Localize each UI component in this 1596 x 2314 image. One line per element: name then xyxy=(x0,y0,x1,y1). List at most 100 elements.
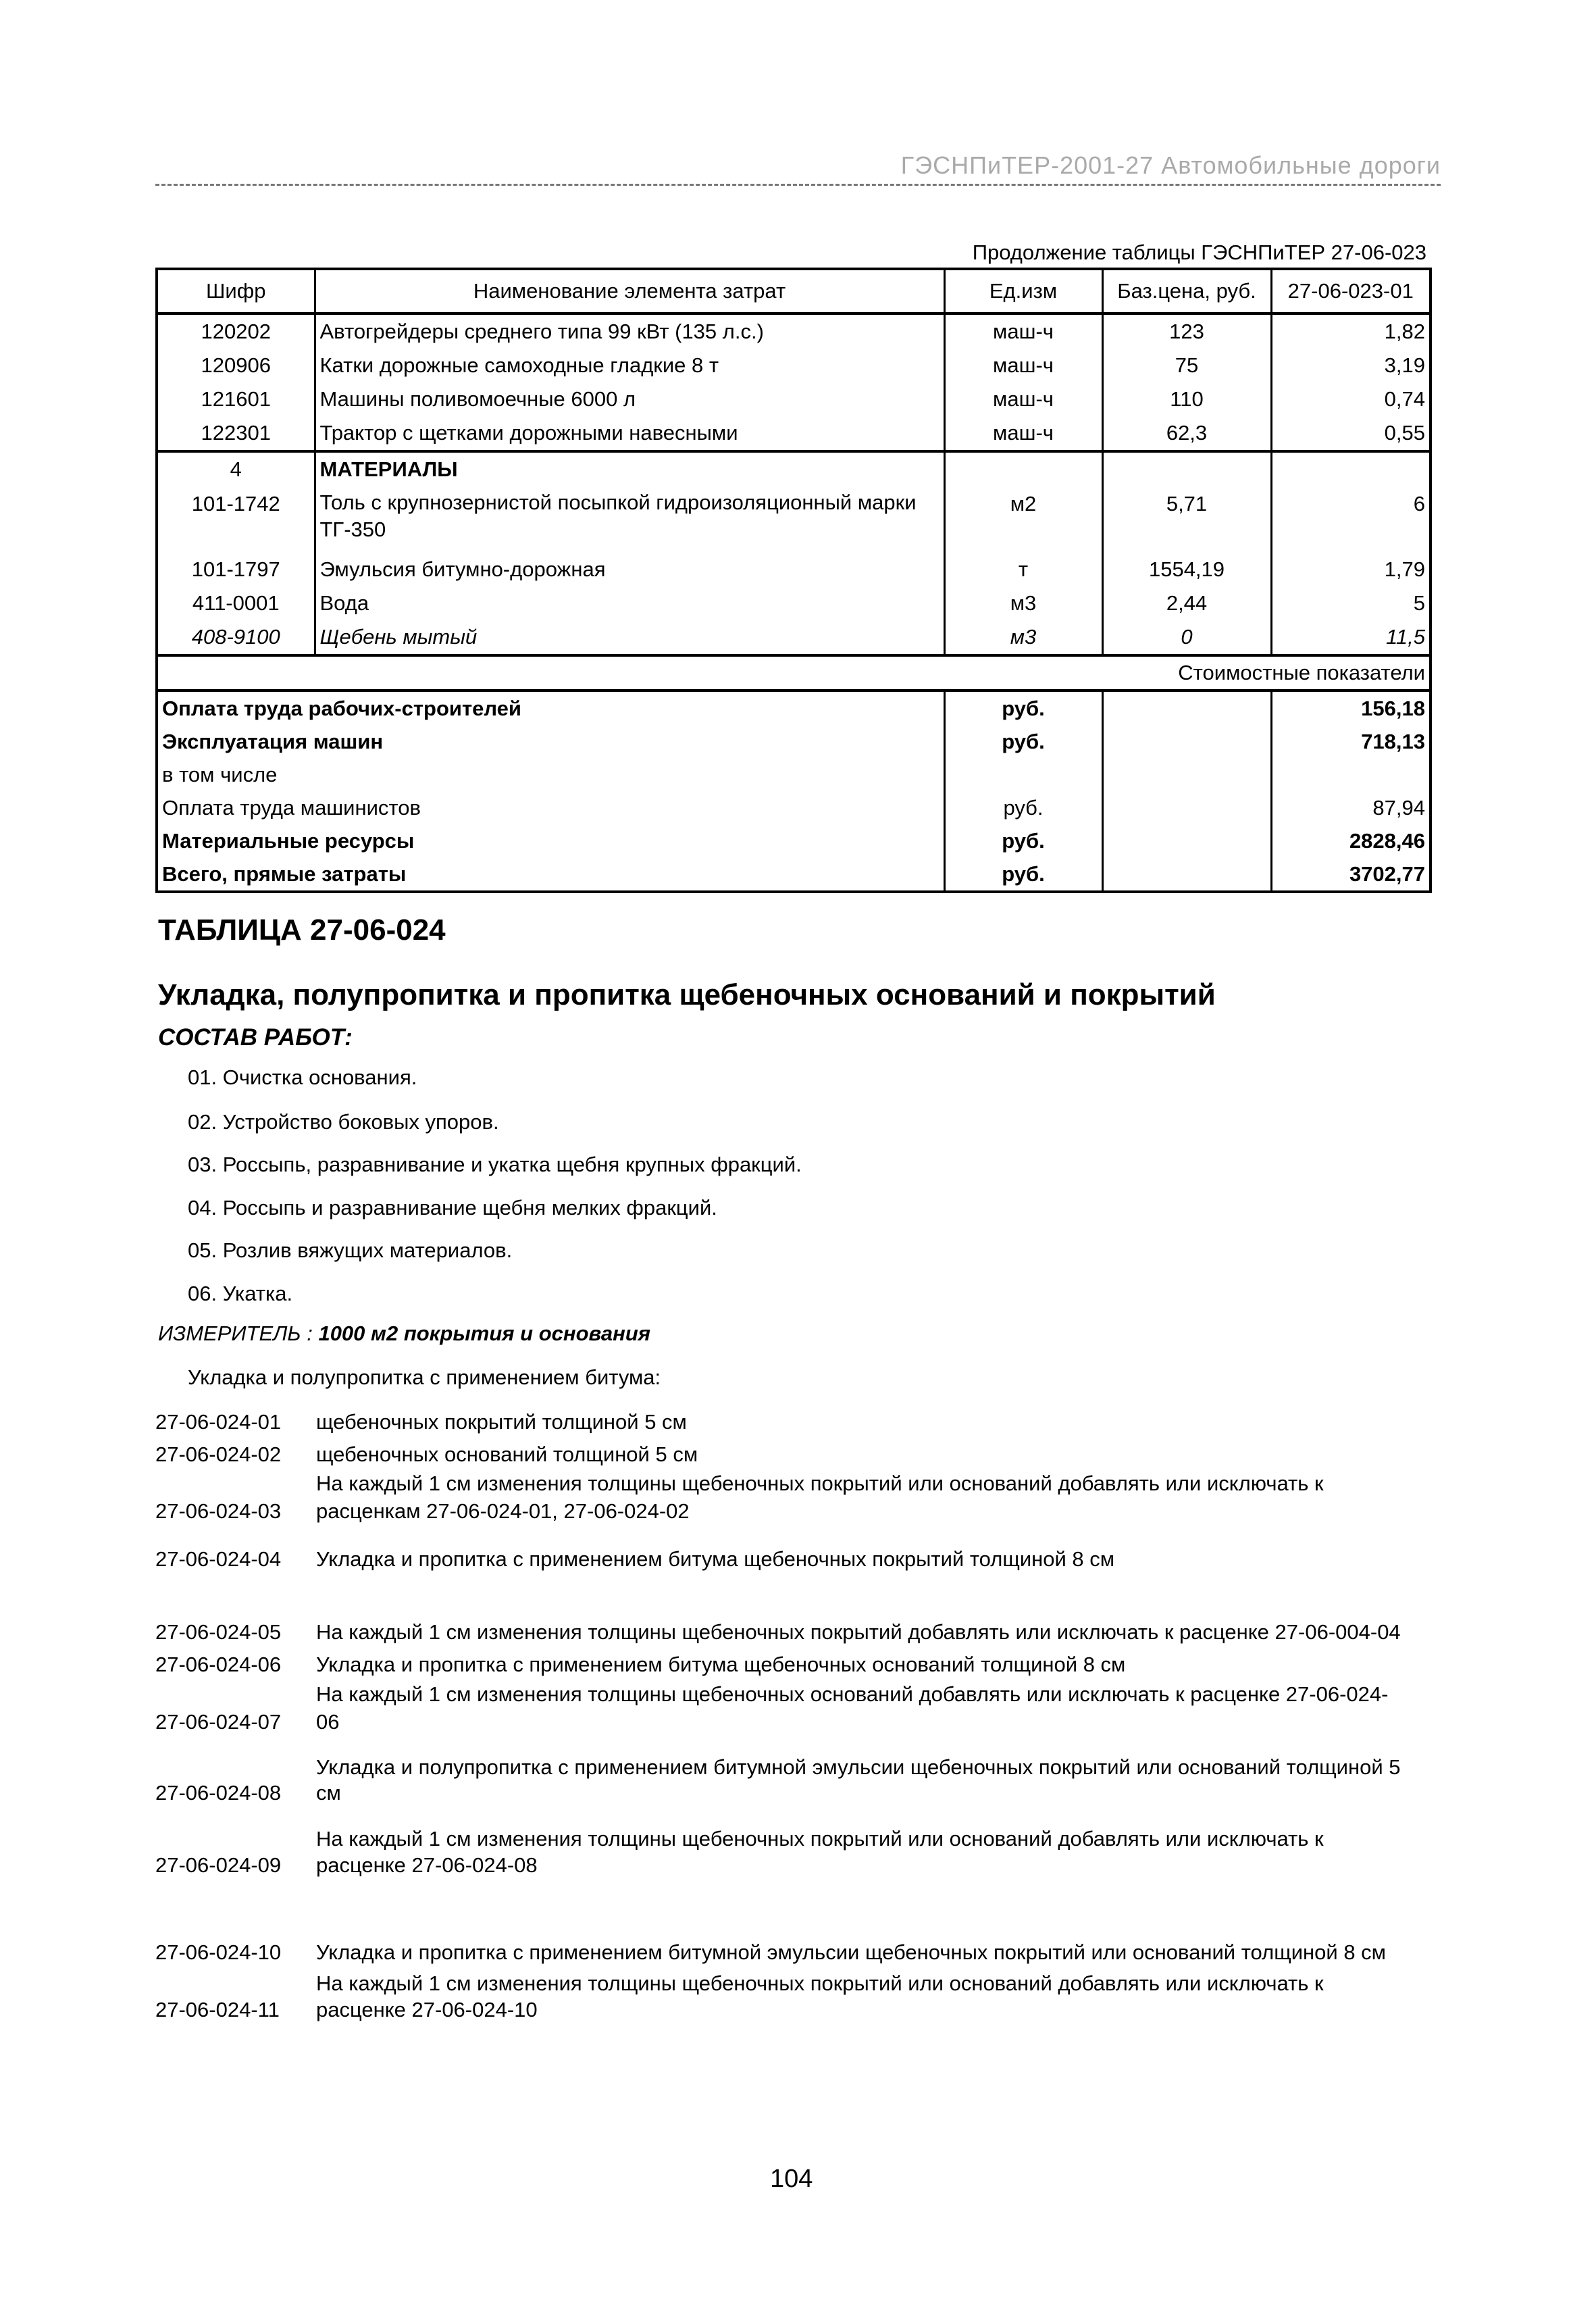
rate-description: расценкам 27-06-024-01, 27-06-024-02 xyxy=(316,1499,690,1523)
rate-code: 27-06-024-03 xyxy=(155,1499,282,1523)
table-header-row: Шифр Наименование элемента затрат Ед.изм… xyxy=(157,269,1431,315)
cell-value: 1,79 xyxy=(1270,553,1431,586)
page-number: 104 xyxy=(770,2165,813,2193)
rates-intro: Укладка и полупропитка с применением бит… xyxy=(188,1365,661,1389)
header-unit: Ед.изм xyxy=(943,269,1102,315)
cell-unit: т xyxy=(943,553,1102,586)
cell-code: 4 xyxy=(157,450,315,486)
cell-name: Эмульсия битумно-дорожная xyxy=(313,553,944,586)
cell-name: Машины поливомоечные 6000 л xyxy=(313,382,944,416)
cell-name: Трактор с щетками дорожными навесными xyxy=(313,416,944,451)
cost-unit: руб. xyxy=(943,791,1102,824)
table-row: 120202 Автогрейдеры среднего типа 99 кВт … xyxy=(157,313,1431,349)
work-item: 06. Укатка. xyxy=(188,1282,293,1305)
cell-price: 75 xyxy=(1101,349,1271,382)
cost-unit: руб. xyxy=(943,725,1102,758)
rate-code: 27-06-024-06 xyxy=(155,1653,282,1676)
rate-description: На каждый 1 см изменения толщины щебеноч… xyxy=(316,1971,1324,1995)
cell-code: 408-9100 xyxy=(191,625,280,649)
cost-unit: руб. xyxy=(943,690,1102,725)
rate-description: расценке 27-06-024-10 xyxy=(316,1998,538,2021)
table-continuation-caption: Продолжение таблицы ГЭСНПиТЕР 27-06-023 xyxy=(972,241,1426,264)
cell-name: Щебень мытый xyxy=(313,620,944,655)
cell-unit: маш-ч xyxy=(943,313,1102,349)
cost-row: Оплата труда машинистов руб. 87,94 xyxy=(157,791,1431,824)
cell-value: 3,19 xyxy=(1270,349,1431,382)
cost-value: 3702,77 xyxy=(1270,857,1431,892)
cell-value: 0,74 xyxy=(1270,382,1431,416)
cost-row: в том числе xyxy=(157,758,1431,791)
rate-code: 27-06-024-09 xyxy=(155,1853,282,1877)
rate-description: Укладка и пропитка с применением битумно… xyxy=(316,1940,1386,1964)
work-item: 05. Розлив вяжущих материалов. xyxy=(188,1238,513,1262)
rate-code: 27-06-024-01 xyxy=(155,1410,282,1434)
work-item: 02. Устройство боковых упоров. xyxy=(188,1110,499,1134)
header-rate: 27-06-023-01 xyxy=(1270,269,1431,315)
section-row-costs: Стоимостные показатели xyxy=(157,654,1431,692)
cost-name: Эксплуатация машин xyxy=(162,729,384,753)
table-row: 101-1797 Эмульсия битумно-дорожная т 1554,1… xyxy=(157,553,1431,586)
rate-code: 27-06-024-02 xyxy=(155,1442,282,1466)
table-row: 101-1742 Толь с крупнозернистой посыпкой … xyxy=(157,486,1431,553)
rate-description: см xyxy=(316,1781,341,1805)
cost-row: Материальные ресурсы руб. 2828,46 xyxy=(157,824,1431,857)
cell-unit: маш-ч xyxy=(943,382,1102,416)
header-name: Наименование элемента затрат xyxy=(313,269,944,315)
rate-description: 06 xyxy=(316,1710,340,1734)
rate-description: На каждый 1 см изменения толщины щебеноч… xyxy=(316,1472,1324,1495)
meter-value: 1000 м2 покрытия и основания xyxy=(318,1322,651,1345)
running-header: ГЭСНПиТЕР-2001-27 Автомобильные дороги xyxy=(900,151,1441,179)
cost-row: Оплата труда рабочих-строителей руб. 156,1… xyxy=(157,690,1431,725)
cell-code: 120202 xyxy=(201,320,271,343)
cost-row: Эксплуатация машин руб. 718,13 xyxy=(157,725,1431,758)
cost-name: Материальные ресурсы xyxy=(162,828,415,853)
cell-price: 0 xyxy=(1101,620,1271,655)
rate-description: расценке 27-06-024-08 xyxy=(316,1853,538,1877)
table-row: 411-0001 Вода м3 2,44 5 xyxy=(157,586,1431,620)
cell-price: 1554,19 xyxy=(1101,553,1271,586)
work-item: 01. Очистка основания. xyxy=(188,1065,417,1089)
cell-value: 11,5 xyxy=(1270,620,1431,655)
cost-value: 2828,46 xyxy=(1270,824,1431,857)
header-price: Баз.цена, руб. xyxy=(1101,269,1271,315)
cell-code: 120906 xyxy=(201,353,271,377)
cost-value: 87,94 xyxy=(1270,791,1431,824)
cell-value: 0,55 xyxy=(1270,416,1431,451)
cell-value: 5 xyxy=(1270,586,1431,620)
cost-name: Всего, прямые затраты xyxy=(162,861,407,886)
rate-description: На каждый 1 см изменения толщины щебеноч… xyxy=(316,1682,1389,1706)
header-code: Шифр xyxy=(157,269,315,315)
cell-name: Автогрейдеры среднего типа 99 кВт (135 л… xyxy=(313,313,944,349)
cell-code: 101-1742 xyxy=(191,492,280,515)
rate-description: Укладка и полупропитка с применением бит… xyxy=(316,1755,1401,1779)
cell-price: 62,3 xyxy=(1101,416,1271,451)
cell-value: 1,82 xyxy=(1270,313,1431,349)
cell-unit: м3 xyxy=(943,586,1102,620)
cost-value: 718,13 xyxy=(1270,725,1431,758)
rate-code: 27-06-024-05 xyxy=(155,1620,282,1644)
cell-unit: маш-ч xyxy=(943,349,1102,382)
cost-value xyxy=(1270,758,1431,791)
cost-unit: руб. xyxy=(943,857,1102,892)
table-row: 122301 Трактор с щетками дорожными навесн… xyxy=(157,416,1431,451)
cell-value: 6 xyxy=(1270,486,1431,553)
rate-description: На каждый 1 см изменения толщины щебеноч… xyxy=(316,1827,1324,1851)
composition-label: СОСТАВ РАБОТ: xyxy=(158,1024,353,1051)
resource-table: Шифр Наименование элемента затрат Ед.изм… xyxy=(155,268,1432,893)
cell-unit: м2 xyxy=(943,486,1102,553)
work-item: 03. Россыпь, разравнивание и укатка щебн… xyxy=(188,1153,802,1176)
rate-code: 27-06-024-08 xyxy=(155,1781,282,1805)
cell-code: 121601 xyxy=(201,387,271,411)
cost-name: Оплата труда машинистов xyxy=(162,795,421,820)
table-row: 120906 Катки дорожные самоходные гладкие … xyxy=(157,349,1431,382)
cell-unit: м3 xyxy=(943,620,1102,655)
cell-code: 122301 xyxy=(201,421,271,445)
rate-code: 27-06-024-10 xyxy=(155,1940,282,1964)
cost-unit xyxy=(943,758,1102,791)
rate-code: 27-06-024-11 xyxy=(155,1998,280,2021)
table-title: Укладка, полупропитка и пропитка щебеноч… xyxy=(158,978,1216,1011)
cell-code: 101-1797 xyxy=(191,557,280,581)
rate-description: Укладка и пропитка с применением битума … xyxy=(316,1653,1126,1676)
rate-description: Укладка и пропитка с применением битума … xyxy=(316,1547,1115,1571)
